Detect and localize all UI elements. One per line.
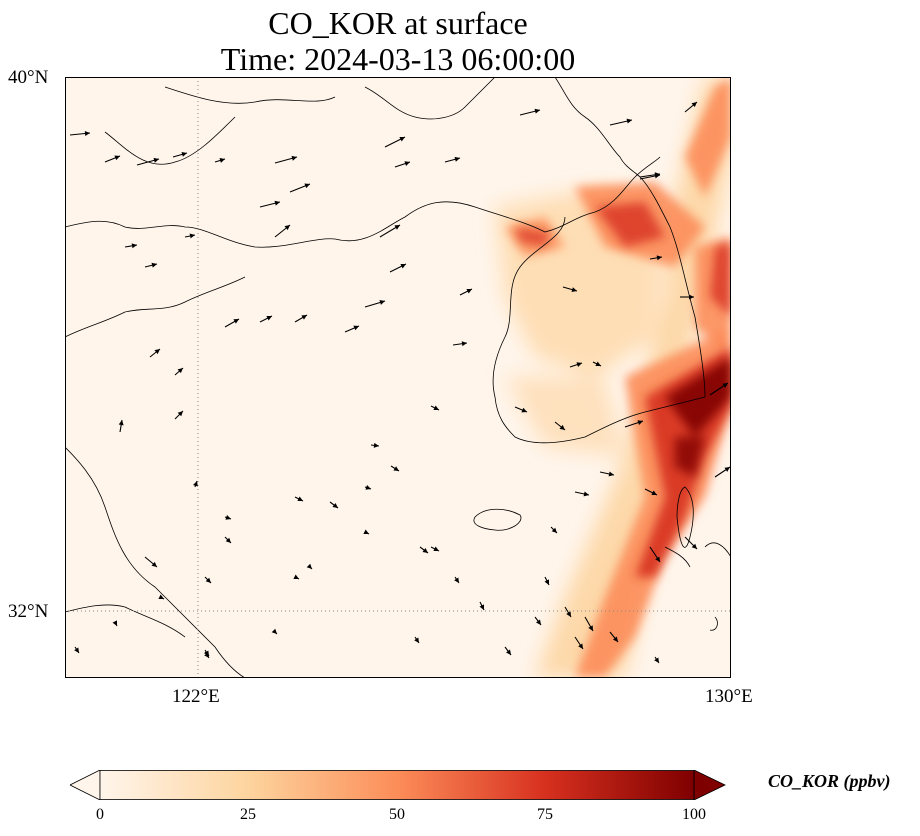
wind-arrowhead: [271, 628, 277, 634]
colorbar-tick-25: 25: [240, 806, 256, 823]
wind-arrowhead: [379, 300, 385, 305]
wind-arrowhead: [400, 264, 406, 269]
wind-arrowhead: [177, 368, 183, 374]
wind-arrowhead: [151, 262, 157, 268]
wind-arrowhead: [637, 420, 643, 425]
wind-arrowhead: [225, 515, 231, 520]
wind-arrowhead: [353, 325, 359, 331]
wind-arrowhead: [394, 225, 400, 230]
wind-arrowhead: [233, 319, 239, 324]
wind-arrowhead: [536, 619, 541, 625]
wind-arrowhead: [204, 650, 209, 656]
wind-arrowhead: [612, 636, 618, 642]
colorbar-gradient: [100, 770, 694, 800]
wind-arrowhead: [534, 108, 540, 114]
wind-arrowhead: [461, 341, 467, 347]
wind-arrowhead: [112, 620, 117, 626]
wind-arrowhead: [521, 407, 527, 413]
wind-arrowhead: [608, 471, 614, 477]
colorbar-extend-high: [693, 770, 726, 800]
wind-arrowhead: [576, 362, 582, 367]
wind-arrowhead: [571, 287, 577, 293]
wind-arrowhead: [274, 200, 280, 206]
wind-arrowhead: [193, 481, 198, 487]
colorbar-tick-50: 50: [389, 806, 405, 823]
wind-arrowhead: [654, 173, 660, 179]
wind-arrowhead: [114, 155, 120, 161]
wind-arrowhead: [583, 491, 589, 497]
wind-arrowhead: [363, 529, 369, 534]
wind-arrowhead: [479, 604, 484, 610]
wind-arrowhead: [293, 574, 299, 579]
wind-arrowhead: [74, 647, 79, 653]
wind-arrowhead: [656, 255, 662, 261]
wind-arrowhead: [422, 548, 428, 553]
coastlines: [65, 77, 731, 678]
wind-arrowhead: [655, 556, 660, 562]
lat-label-32n: 32°N: [8, 601, 49, 622]
colorbar-tick-100: 100: [682, 806, 706, 823]
wind-arrowhead: [506, 649, 511, 655]
wind-arrowhead: [433, 405, 439, 410]
wind-arrowhead: [689, 294, 694, 300]
wind-arrowhead: [404, 161, 410, 166]
wind-arrowhead: [154, 349, 160, 355]
wind-arrowhead: [724, 467, 730, 472]
lat-label-40n: 40°N: [8, 67, 49, 88]
wind-arrowhead: [454, 156, 460, 162]
wind-arrowhead: [414, 637, 419, 643]
wind-arrowhead: [189, 233, 195, 239]
lon-label-130e: 130°E: [705, 686, 753, 707]
wind-arrowhead: [433, 546, 439, 551]
wind-arrowhead: [544, 579, 549, 585]
wind-arrowhead: [626, 118, 632, 124]
wind-arrowhead: [84, 131, 90, 136]
colorbar-extend-low: [70, 770, 101, 800]
wind-arrowhead: [131, 243, 137, 249]
colorbar-tick-0: 0: [96, 806, 104, 823]
lon-label-122e: 122°E: [172, 686, 220, 707]
wind-arrowhead: [181, 151, 187, 157]
wind-arrowhead: [691, 102, 697, 108]
colorbar: [70, 770, 726, 800]
wind-arrowhead: [365, 485, 371, 490]
map-title: CO_KOR at surface: [268, 5, 528, 41]
wind-arrowhead: [559, 424, 565, 430]
wind-arrowhead: [177, 411, 183, 417]
wind-arrowhead: [393, 466, 399, 471]
wind-arrowhead: [284, 225, 290, 231]
wind-arrowhead: [651, 490, 657, 495]
map-border: [65, 77, 731, 678]
map-plot-area: [65, 77, 731, 678]
colorbar-tick-75: 75: [537, 806, 553, 823]
wind-arrowhead: [722, 383, 728, 388]
wind-arrowhead: [151, 561, 157, 567]
wind-arrowhead: [399, 137, 405, 142]
wind-arrowhead: [373, 442, 379, 448]
wind-arrowhead: [332, 503, 338, 508]
colorbar-label: CO_KOR (ppbv): [768, 771, 891, 791]
wind-arrowhead: [153, 157, 159, 163]
wind-arrowhead: [158, 594, 164, 599]
concentration-field: [495, 77, 731, 678]
map-subtitle-time: Time: 2024-03-13 06:00:00: [220, 41, 576, 77]
wind-arrowhead: [466, 289, 472, 294]
wind-vectors: [69, 101, 731, 664]
wind-arrowhead: [654, 657, 659, 663]
wind-arrowhead: [301, 315, 307, 320]
wind-arrowhead: [454, 577, 459, 583]
wind-arrowhead: [219, 158, 225, 163]
wind-arrowhead: [578, 643, 583, 649]
wind-arrowhead: [297, 496, 303, 501]
wind-arrowhead: [291, 155, 297, 161]
wind-arrowhead: [566, 611, 571, 617]
wind-arrowhead: [595, 361, 601, 366]
wind-arrowhead: [118, 420, 124, 426]
gridlines: [65, 77, 731, 678]
wind-arrowhead: [266, 316, 272, 321]
wind-arrowhead: [588, 625, 593, 631]
